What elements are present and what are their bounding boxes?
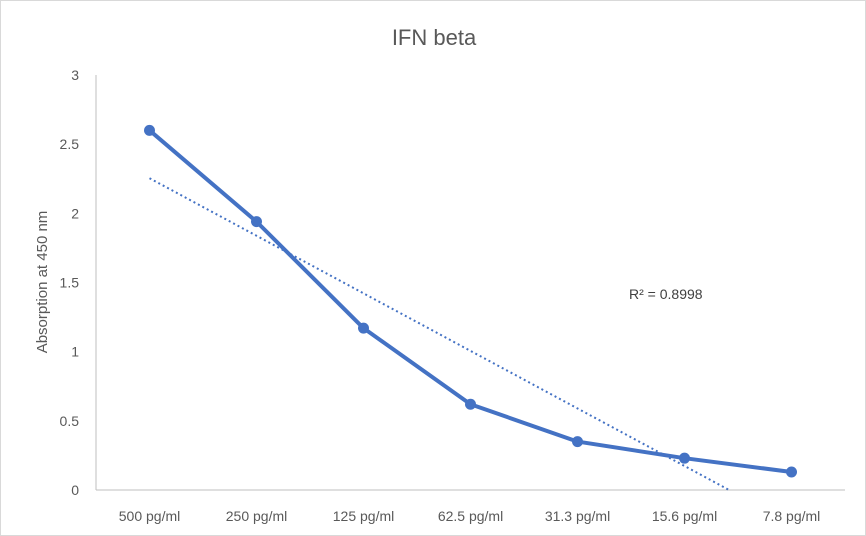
y-tick-label: 3 (71, 67, 79, 83)
data-point (572, 436, 583, 448)
y-tick-label: 1.5 (60, 275, 80, 291)
r-squared-label: R² = 0.8998 (629, 286, 703, 302)
x-tick-label: 62.5 pg/ml (438, 508, 503, 524)
data-point (144, 124, 155, 136)
x-tick-label: 7.8 pg/ml (763, 508, 821, 524)
x-tick-label: 15.6 pg/ml (652, 508, 717, 524)
plot-area (144, 124, 797, 491)
y-tick-label: 2.5 (60, 136, 80, 152)
x-tick-label: 31.3 pg/ml (545, 508, 610, 524)
y-axis-title: Absorption at 450 nm (34, 211, 51, 354)
chart-title: IFN beta (392, 25, 477, 50)
data-point (679, 452, 690, 464)
x-tick-labels: 500 pg/ml 250 pg/ml 125 pg/ml 62.5 pg/ml 31.… (119, 508, 821, 524)
data-point (358, 322, 369, 334)
data-point (786, 466, 797, 478)
y-tick-label: 0.5 (60, 413, 80, 429)
data-point (465, 398, 476, 410)
y-tick-label: 0 (71, 482, 79, 498)
y-tick-label: 1 (71, 344, 79, 360)
y-tick-labels: 0 0.5 1 1.5 2 2.5 3 (60, 67, 80, 498)
x-tick-label: 500 pg/ml (119, 508, 180, 524)
x-tick-label: 250 pg/ml (226, 508, 287, 524)
y-tick-label: 2 (71, 205, 79, 221)
trendline (149, 177, 730, 491)
x-tick-label: 125 pg/ml (333, 508, 394, 524)
data-point (251, 216, 262, 228)
